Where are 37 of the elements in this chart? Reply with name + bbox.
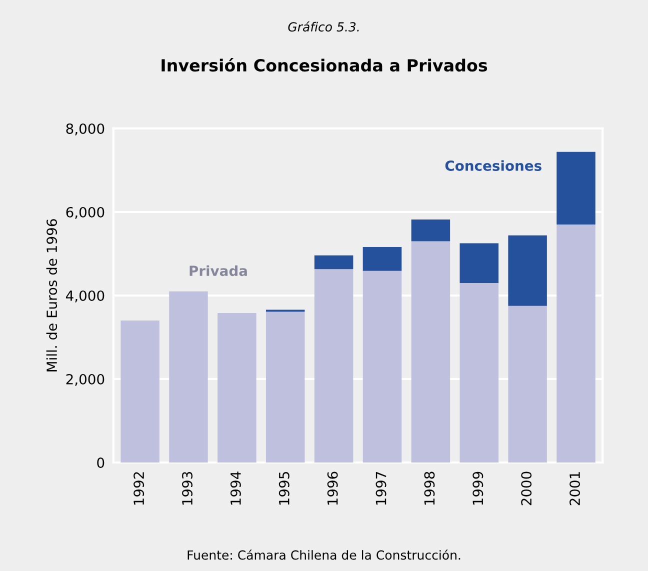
chart-subtitle: Gráfico 5.3. [288,21,359,32]
bar [508,235,547,306]
x-tick-label: 1996 [327,472,338,505]
y-tick-label: 0 [97,457,104,468]
bar [120,320,160,463]
bar [169,291,208,463]
bar [556,224,596,463]
x-tick-label: 2001 [570,472,580,506]
x-tick-label: 1995 [278,472,290,505]
x-tick-label: 1998 [424,472,435,505]
bar [266,312,305,463]
bar [362,270,402,463]
y-tick-label: 8,000 [66,123,104,136]
x-tick-label: 1999 [472,472,484,505]
y-tick-label: 4,000 [66,290,104,302]
x-tick-label: 1994 [230,472,241,505]
bar [314,255,354,270]
bar [460,282,498,463]
y-tick-label: 6,000 [66,206,104,219]
bar [314,269,354,463]
bar [362,247,402,271]
bar [411,241,450,463]
x-tick-label: 2000 [521,472,532,506]
source-note: Fuente: Cámara Chilena de la Construcción. [188,550,460,560]
bar [460,243,498,283]
bar [556,152,596,225]
x-tick-label: 1993 [182,472,193,505]
bar [411,220,450,242]
series-label: Concesiones [445,160,542,171]
chart-title: Inversión Concesionada a Privados [162,58,488,72]
bar [218,313,256,463]
x-tick-label: 1997 [376,472,386,505]
series-label: Privada [190,265,247,276]
y-tick-label: 2,000 [66,374,104,386]
y-axis-title: Mill. de Euros de 1996 [46,219,58,372]
bar [508,306,547,463]
x-tick-label: 1992 [134,472,144,505]
